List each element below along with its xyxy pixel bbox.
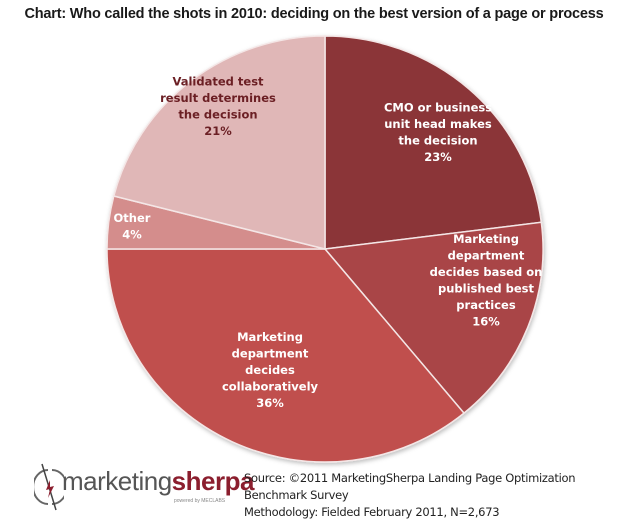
source-line: Source: ©2011 MarketingSherpa Landing Pa… bbox=[244, 471, 576, 502]
slice-label: Validated test result determines the decis… bbox=[160, 74, 276, 138]
slice-label: Other 4% bbox=[114, 211, 151, 242]
pie-slice bbox=[106, 248, 466, 463]
methodology-line: Methodology: Fielded February 2011, N=2,… bbox=[244, 505, 500, 519]
pie-slice bbox=[112, 35, 326, 250]
chart-title: Chart: Who called the shots in 2010: dec… bbox=[24, 6, 604, 22]
slice-label: CMO or business unit head makes the decisi… bbox=[384, 100, 492, 164]
slice-label: Marketing department decides based on publi… bbox=[430, 232, 543, 328]
pie-slice bbox=[324, 35, 543, 250]
marketingsherpa-logo: marketingsherpa powered by MECLABS bbox=[34, 462, 254, 512]
pie-slice bbox=[323, 221, 544, 415]
source-note: Source: ©2011 MarketingSherpa Landing Pa… bbox=[244, 470, 628, 521]
logo-wordmark: marketingsherpa bbox=[62, 466, 254, 497]
compass-icon bbox=[34, 463, 64, 511]
slice-label: Marketing department decides collaborativel… bbox=[222, 330, 319, 410]
logo-text-marketing: marketing bbox=[62, 466, 172, 496]
logo-text-sherpa: sherpa bbox=[171, 466, 255, 496]
logo-tagline: powered by MECLABS bbox=[174, 498, 226, 504]
